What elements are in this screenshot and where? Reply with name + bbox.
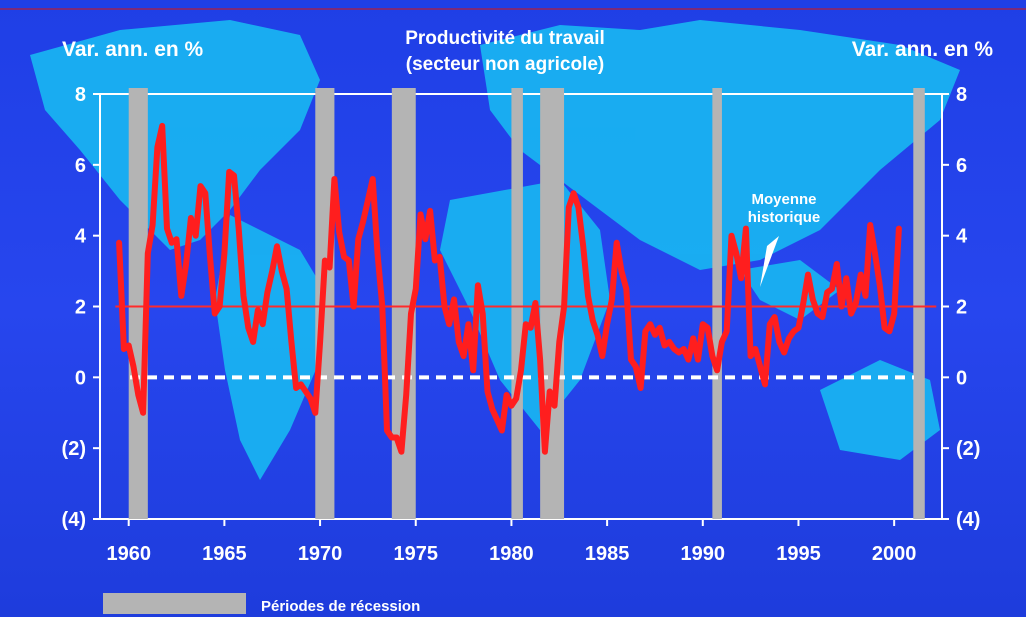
x-tick-label-1980: 1980 bbox=[489, 543, 534, 565]
x-tick-label-1985: 1985 bbox=[585, 543, 630, 565]
x-tick-label-1970: 1970 bbox=[298, 543, 343, 565]
recession-bar-6 bbox=[712, 88, 722, 519]
y-axis-left: (4) (2) 0 2 4 6 8 bbox=[62, 84, 100, 531]
y-left-tick-label-5: 6 bbox=[75, 155, 86, 177]
y-axis-right-title: Var. ann. en % bbox=[852, 38, 994, 61]
y-axis-right: (4) (2) 0 2 4 6 8 bbox=[942, 84, 980, 531]
y-right-tick-label-4: 4 bbox=[956, 226, 968, 248]
annotation-line-1: Moyenne bbox=[751, 191, 816, 208]
annotation-arrow bbox=[760, 236, 779, 287]
productivity-series-line bbox=[116, 122, 902, 455]
recession-bar-3 bbox=[391, 88, 416, 519]
y-left-tick-label-0: (4) bbox=[62, 509, 86, 531]
y-left-tick-label-3: 2 bbox=[75, 297, 86, 319]
chart-subtitle: (secteur non agricole) bbox=[406, 54, 605, 75]
y-left-tick-label-4: 4 bbox=[75, 226, 87, 248]
annotation-line-2: historique bbox=[748, 209, 821, 226]
x-tick-label-1975: 1975 bbox=[394, 543, 439, 565]
recession-bar-7 bbox=[913, 88, 925, 519]
y-right-tick-label-0: (4) bbox=[956, 509, 980, 531]
x-tick-label-1995: 1995 bbox=[776, 543, 821, 565]
x-tick-label-1965: 1965 bbox=[202, 543, 247, 565]
y-left-tick-label-6: 8 bbox=[75, 84, 86, 106]
y-right-tick-label-6: 8 bbox=[956, 84, 967, 106]
y-left-tick-label-2: 0 bbox=[75, 367, 86, 389]
y-right-tick-label-5: 6 bbox=[956, 155, 967, 177]
chart-title: Productivité du travail bbox=[405, 28, 605, 49]
y-right-tick-label-2: 0 bbox=[956, 367, 967, 389]
x-axis: 1960 1965 1970 1975 1980 1985 1990 1995 2000 bbox=[106, 519, 916, 565]
y-left-tick-label-1: (2) bbox=[62, 438, 86, 460]
legend-swatch-recession bbox=[103, 593, 246, 614]
y-right-tick-label-1: (2) bbox=[956, 438, 980, 460]
recession-bar-4 bbox=[511, 88, 523, 519]
y-right-tick-label-3: 2 bbox=[956, 297, 967, 319]
y-axis-left-title: Var. ann. en % bbox=[62, 38, 204, 61]
x-tick-label-1990: 1990 bbox=[681, 543, 726, 565]
legend-label-recession: Périodes de récession bbox=[261, 598, 420, 615]
x-tick-label-1960: 1960 bbox=[106, 543, 151, 565]
x-tick-label-2000: 2000 bbox=[872, 543, 917, 565]
